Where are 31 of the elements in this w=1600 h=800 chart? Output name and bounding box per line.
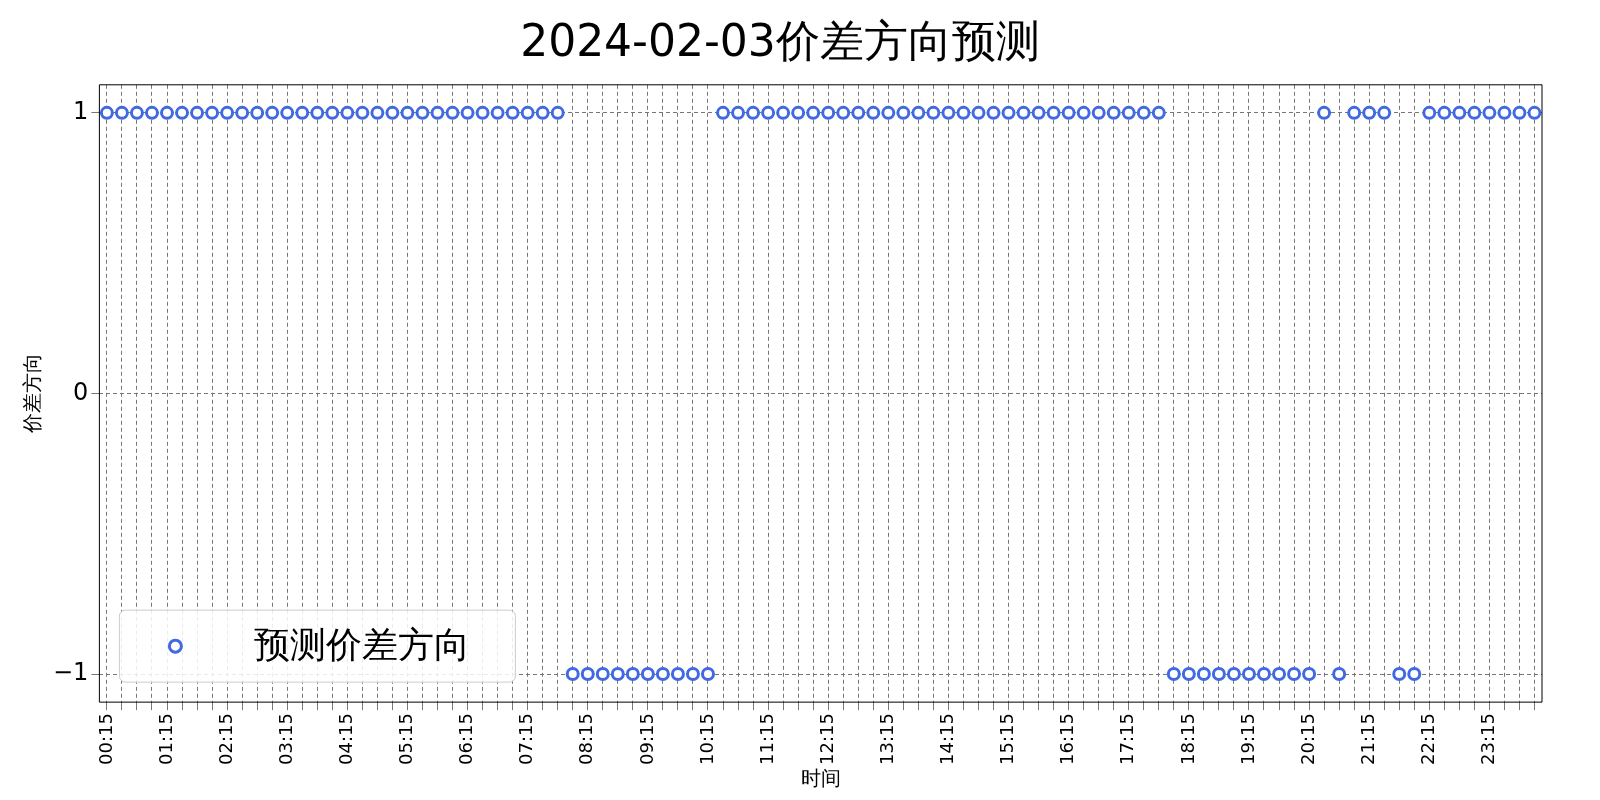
x-tick-label: 06:15 bbox=[455, 713, 477, 765]
y-tick-label: 0 bbox=[73, 377, 89, 406]
x-tick-label: 13:15 bbox=[875, 713, 897, 765]
x-tick-label: 16:15 bbox=[1056, 713, 1078, 765]
x-tick-label: 05:15 bbox=[395, 713, 417, 765]
x-tick-label: 17:15 bbox=[1116, 713, 1138, 765]
x-tick-label: 18:15 bbox=[1176, 713, 1198, 765]
x-tick-label: 22:15 bbox=[1416, 713, 1438, 765]
x-tick-label: 12:15 bbox=[815, 713, 837, 765]
x-tick-label: 19:15 bbox=[1236, 713, 1258, 765]
x-tick-label: 10:15 bbox=[695, 713, 717, 765]
legend-label: 预测价差方向 bbox=[254, 624, 471, 666]
x-tick-label: 20:15 bbox=[1296, 713, 1318, 765]
x-tick-label: 23:15 bbox=[1477, 713, 1499, 765]
y-tick-label: 1 bbox=[73, 97, 89, 126]
chart-title: 2024-02-03价差方向预测 bbox=[520, 14, 1040, 66]
x-tick-label: 01:15 bbox=[154, 713, 176, 765]
y-tick-label: −1 bbox=[52, 658, 89, 687]
x-tick-label: 04:15 bbox=[335, 713, 356, 765]
x-tick-label: 11:15 bbox=[755, 713, 777, 765]
x-tick-label: 02:15 bbox=[214, 713, 236, 765]
x-tick-label: 07:15 bbox=[515, 713, 537, 765]
x-tick-label: 09:15 bbox=[635, 713, 657, 765]
x-tick-label: 00:15 bbox=[94, 713, 116, 765]
x-tick-label: 15:15 bbox=[996, 713, 1018, 765]
x-axis-title: 时间 bbox=[800, 766, 841, 791]
x-tick-label: 21:15 bbox=[1356, 713, 1378, 765]
x-tick-label: 03:15 bbox=[274, 713, 296, 765]
x-tick-label: 14:15 bbox=[936, 713, 958, 765]
y-axis-title: 价差方向 bbox=[20, 353, 45, 435]
x-tick-label: 08:15 bbox=[575, 713, 597, 765]
